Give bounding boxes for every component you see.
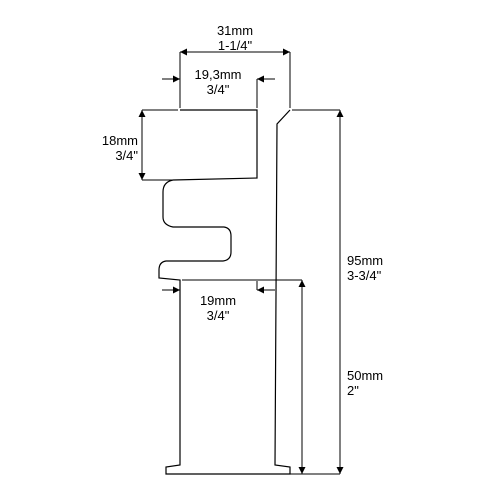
dim-width-overall-inch: 1-1/4"	[218, 38, 253, 53]
dim-lower-notch-width-mm: 19mm	[200, 293, 236, 308]
dim-width-overall-mm: 31mm	[217, 23, 253, 38]
dim-height-overall-inch: 3-3/4"	[347, 268, 382, 283]
dim-height-overall-mm: 95mm	[347, 253, 383, 268]
dim-top-notch-width-mm: 19,3mm	[195, 67, 242, 82]
dim-lower-notch-width-inch: 3/4"	[207, 308, 230, 323]
dim-top-notch-height-mm: 18mm	[102, 133, 138, 148]
dim-lower-segment-height-mm: 50mm	[347, 368, 383, 383]
dim-top-notch-width-inch: 3/4"	[207, 82, 230, 97]
dim-lower-segment-height-inch: 2"	[347, 383, 359, 398]
profile-outline	[159, 110, 290, 474]
dim-top-notch-height-inch: 3/4"	[115, 148, 138, 163]
